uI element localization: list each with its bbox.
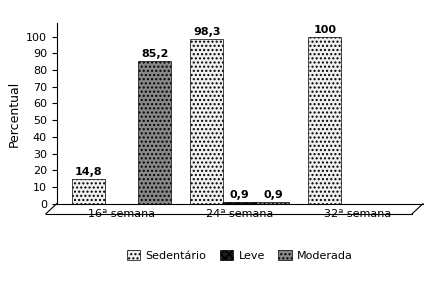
Text: 85,2: 85,2 xyxy=(141,49,168,59)
Bar xyxy=(138,61,171,204)
Bar xyxy=(223,202,256,204)
Text: 100: 100 xyxy=(313,25,336,35)
Text: 0,9: 0,9 xyxy=(263,190,283,200)
Text: 14,8: 14,8 xyxy=(75,167,102,177)
Bar xyxy=(308,37,341,204)
Text: 98,3: 98,3 xyxy=(193,27,221,38)
Text: 0,9: 0,9 xyxy=(230,190,250,200)
Bar xyxy=(190,40,223,204)
Bar xyxy=(72,179,105,204)
Legend: Sedentário, Leve, Moderada: Sedentário, Leve, Moderada xyxy=(122,245,358,265)
Y-axis label: Percentual: Percentual xyxy=(7,80,20,147)
Bar xyxy=(256,202,290,204)
